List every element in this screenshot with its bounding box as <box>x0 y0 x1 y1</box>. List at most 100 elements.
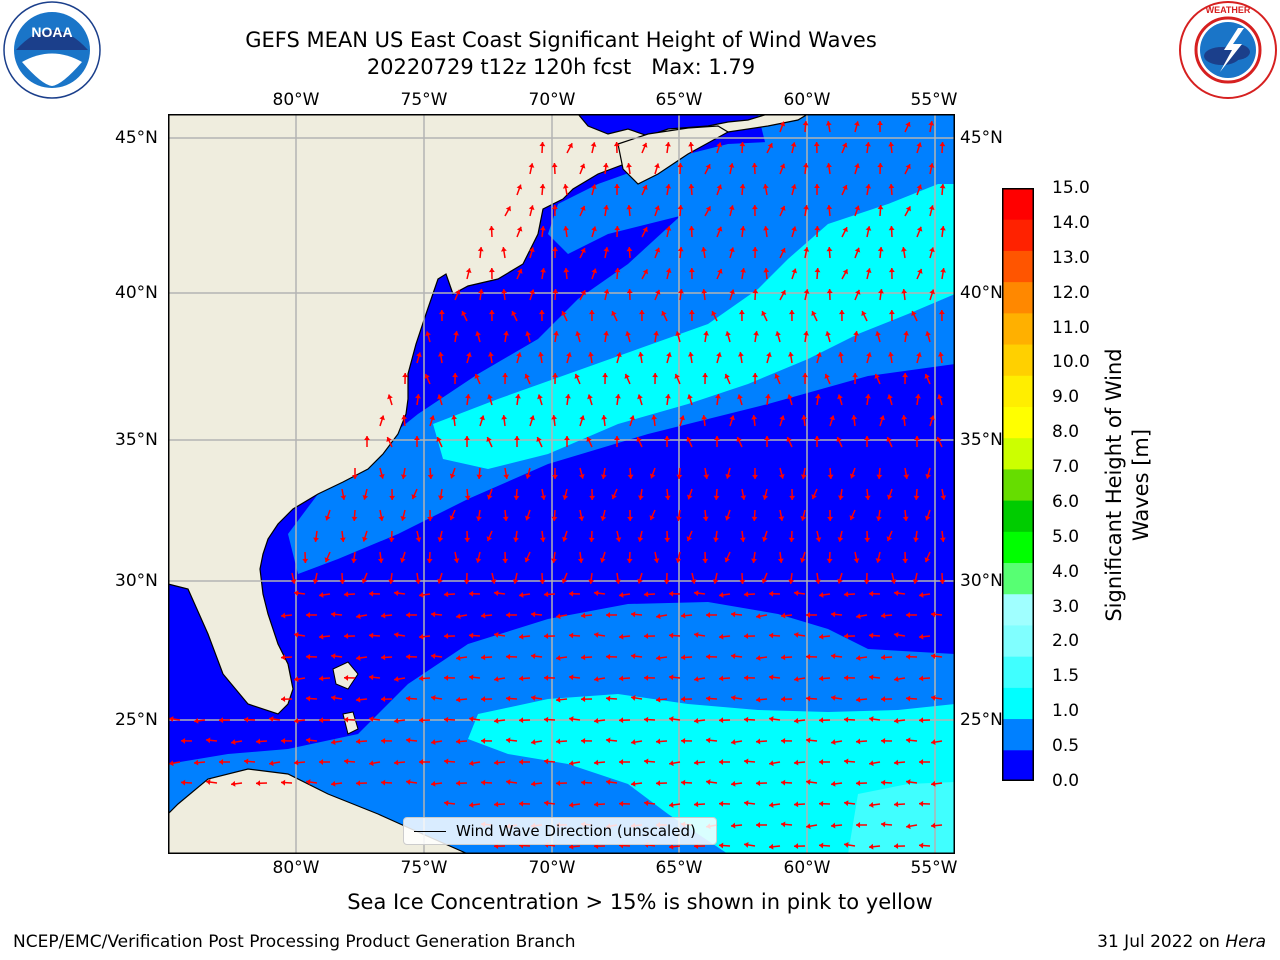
wave-arrow-head <box>552 474 558 479</box>
wave-arrow-head <box>769 760 774 767</box>
wave-arrow-head <box>590 184 597 190</box>
wave-arrow-head <box>581 779 586 786</box>
wave-arrow-head <box>706 779 711 785</box>
wave-arrow-head <box>494 801 499 808</box>
wave-arrow-head <box>751 558 757 563</box>
wave-arrow-head <box>806 737 811 744</box>
wave-arrow-head <box>569 843 574 850</box>
wave-arrow-head <box>877 247 884 252</box>
wave-arrow-head <box>269 716 274 722</box>
wave-arrow-head <box>553 331 559 336</box>
wave-arrow-head <box>744 758 749 765</box>
wave-arrow-head <box>626 558 633 563</box>
wave-arrow-head <box>562 495 569 500</box>
wave-arrow-head <box>761 578 768 584</box>
wave-arrow-head <box>802 163 809 168</box>
wave-arrow-head <box>569 590 574 597</box>
wave-arrow-head <box>801 415 808 420</box>
wave-arrow-head <box>765 394 771 399</box>
wave-arrow-head <box>916 142 922 148</box>
wave-arrow-head <box>719 633 724 640</box>
wave-arrow-head <box>281 779 286 786</box>
wave-arrow-head <box>544 674 549 681</box>
wave-arrow-head <box>856 822 861 828</box>
map-frame <box>168 114 955 854</box>
colorbar-segment <box>1002 624 1034 657</box>
wave-arrow-head <box>939 226 946 231</box>
wave-arrow-head <box>688 184 695 189</box>
wave-arrow-head <box>919 717 924 724</box>
colorbar-tick-label: 2.0 <box>1052 631 1080 652</box>
colorbar-segment <box>1002 219 1034 251</box>
colorbar-segment <box>1002 344 1034 376</box>
wave-arrow-head <box>449 515 455 521</box>
wave-arrow-head <box>719 800 724 807</box>
wave-arrow-head <box>731 611 736 618</box>
wave-arrow-head <box>686 437 692 442</box>
wave-arrow-head <box>516 226 523 232</box>
wave-arrow-head <box>600 516 607 521</box>
wave-arrow-head <box>569 716 574 722</box>
wave-arrow-head <box>626 247 633 252</box>
wave-arrow-head <box>611 311 617 317</box>
wave-arrow-head <box>681 612 686 619</box>
wave-arrow-head <box>875 558 882 563</box>
wave-arrow-head <box>394 717 399 724</box>
wave-arrow-head <box>219 717 224 724</box>
wave-arrow-head <box>281 612 286 619</box>
wave-arrow-head <box>649 515 655 521</box>
wave-arrow-head <box>719 842 724 849</box>
wave-arrow-head <box>881 821 886 828</box>
wave-arrow-head <box>713 537 719 542</box>
wave-arrow-head <box>219 759 224 765</box>
wave-arrow-head <box>864 537 871 542</box>
wave-arrow-head <box>642 142 648 148</box>
wave-arrow-head <box>681 696 686 703</box>
wave-arrow-head <box>664 495 671 500</box>
wave-arrow-head <box>769 590 774 597</box>
wave-arrow-head <box>476 516 482 521</box>
wave-arrow-head <box>531 611 536 618</box>
wave-arrow-head <box>856 738 861 745</box>
noaa-logo: NOAA <box>2 0 102 100</box>
colorbar-tick-label: 3.0 <box>1052 596 1080 617</box>
wave-arrow-head <box>919 633 924 640</box>
wave-arrow-head <box>519 759 524 765</box>
wave-arrow-head <box>814 226 821 231</box>
wave-arrow-head <box>306 653 311 660</box>
lon-label-top-70w: 70°W <box>528 90 576 110</box>
wave-arrow-head <box>854 247 861 253</box>
wave-arrow-head <box>819 592 824 598</box>
wave-arrow-head <box>486 494 493 500</box>
wave-arrow-head <box>729 415 735 421</box>
wave-arrow-head <box>815 537 822 542</box>
wave-arrow-head <box>688 226 695 231</box>
wave-arrow-head <box>431 739 436 745</box>
wave-arrow-head <box>637 537 644 542</box>
wave-arrow-head <box>578 516 585 521</box>
wave-arrow-head <box>937 394 943 400</box>
wave-arrow-head <box>816 352 822 358</box>
wave-arrow-head <box>901 415 908 420</box>
wave-arrow-head <box>394 676 399 682</box>
wave-arrow-head <box>551 205 558 210</box>
wave-arrow-head <box>615 394 621 399</box>
wave-arrow-head <box>789 495 796 500</box>
wave-arrow-head <box>544 716 549 723</box>
wave-arrow-head <box>769 843 774 850</box>
wave-arrow-head <box>739 184 746 189</box>
lon-label-top-65w: 65°W <box>655 90 703 110</box>
wave-arrow-head <box>444 800 449 807</box>
wave-arrow-head <box>469 760 474 767</box>
colorbar-tick-label: 1.0 <box>1052 701 1080 722</box>
wave-arrow-head <box>664 436 670 441</box>
wave-arrow-head <box>444 674 449 681</box>
wave-arrow-head <box>481 696 486 703</box>
colorbar-segment <box>1002 250 1034 283</box>
wave-arrow-head <box>331 739 336 745</box>
colorbar-segment <box>1002 656 1034 688</box>
wave-arrow-head <box>414 436 420 441</box>
wave-arrow-head <box>455 289 461 295</box>
colorbar-tick-label: 11.0 <box>1052 317 1090 338</box>
wave-arrow-head <box>444 591 449 598</box>
